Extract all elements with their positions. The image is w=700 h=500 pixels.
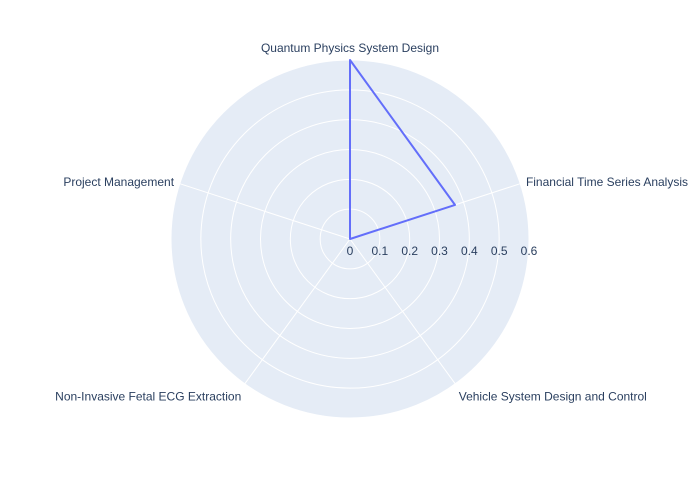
category-label: Non-Invasive Fetal ECG Extraction: [55, 390, 241, 404]
series-layer: [349, 59, 456, 240]
category-label: Project Management: [63, 175, 174, 189]
radial-tick-label: 0.6: [521, 244, 538, 258]
category-label: Quantum Physics System Design: [261, 41, 439, 55]
radial-tick-labels: 0 0.1 0.2 0.3 0.4 0.5 0.6: [347, 244, 538, 258]
radial-tick-label: 0.5: [491, 244, 508, 258]
angular-grid-line: [349, 238, 456, 385]
radial-tick-label: 0: [347, 244, 354, 258]
category-label: Vehicle System Design and Control: [459, 390, 647, 404]
radial-tick-label: 0.4: [461, 244, 478, 258]
angular-grid-line: [244, 238, 351, 385]
series-line: [349, 59, 456, 240]
radial-tick-label: 0.3: [431, 244, 448, 258]
category-label: Financial Time Series Analysis: [526, 175, 688, 189]
radial-tick-label: 0.2: [401, 244, 418, 258]
category-labels: Quantum Physics System Design Financial T…: [55, 41, 688, 404]
radial-tick-label: 0.1: [371, 244, 388, 258]
angular-grid-line: [179, 183, 351, 240]
